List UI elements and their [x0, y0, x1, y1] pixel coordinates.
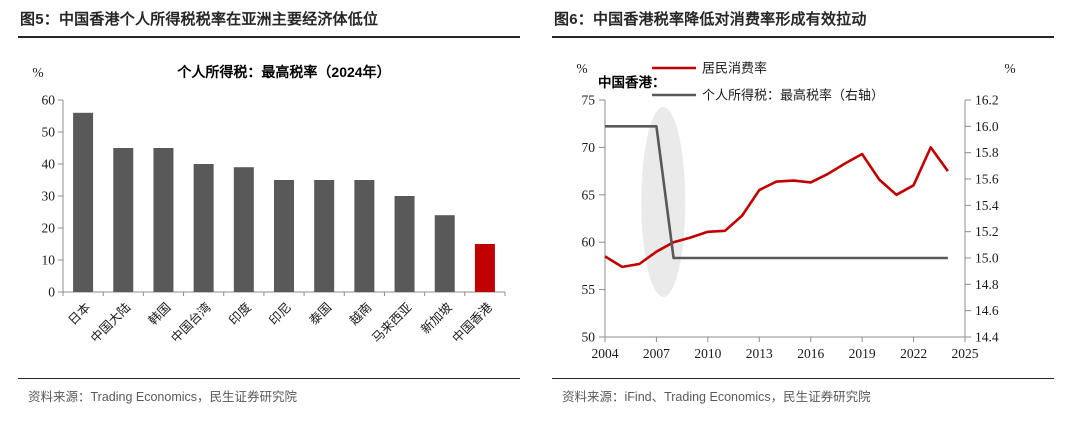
x-category-label: 越南: [346, 300, 374, 328]
right-y-tick-label: 14.8: [975, 277, 999, 292]
legend-label-1: 个人所得税：最高税率（右轴）: [702, 88, 884, 103]
right-y-tick-label: 16.2: [975, 93, 999, 108]
figure6-source: 资料来源：iFind、Trading Economics，民生证券研究院: [552, 378, 1054, 405]
x-tick-label: 2022: [900, 346, 927, 361]
bar-印尼: [274, 180, 294, 292]
bar-泰国: [314, 180, 335, 292]
x-category-label: 中国大陆: [87, 300, 133, 346]
x-category-label: 泰国: [307, 300, 335, 328]
y-tick-label: 50: [42, 125, 56, 140]
bar-中国台湾: [193, 164, 214, 292]
series-line-1: [605, 125, 948, 260]
left-y-tick-label: 50: [582, 330, 596, 345]
left-y-tick-label: 65: [582, 187, 596, 202]
bar-日本: [73, 112, 94, 292]
y-tick-label: 20: [42, 221, 56, 236]
legend-label-0: 居民消费率: [702, 61, 767, 76]
x-category-label: 日本: [66, 300, 94, 328]
highlight-ellipse: [641, 107, 686, 297]
x-category-label: 印尼: [267, 300, 295, 328]
right-y-tick-label: 14.6: [975, 303, 999, 318]
right-y-tick-label: 15.2: [975, 224, 999, 239]
x-tick-label: 2016: [797, 346, 824, 361]
annotation-label: 中国香港：: [598, 74, 666, 90]
bar-中国大陆: [113, 148, 134, 292]
y-axis-unit: %: [32, 65, 43, 80]
x-category-label: 新加坡: [418, 299, 455, 336]
figure6-panel: 图6：中国香港税率降低对消费率形成有效拉动 50 55 60 65 70 75 14.4 14…: [534, 0, 1067, 422]
right-y-tick-label: 15.6: [975, 172, 999, 187]
y-tick-label: 0: [48, 285, 55, 300]
x-category-label: 马来西亚: [369, 300, 414, 345]
right-y-tick-label: 15.0: [975, 251, 999, 266]
bar-马来西亚: [394, 196, 415, 292]
x-tick-label: 2013: [746, 346, 773, 361]
bar-新加坡: [434, 215, 455, 292]
figure5-panel: 图5：中国香港个人所得税税率在亚洲主要经济体低位 个人所得税：最高税率（2024…: [0, 0, 533, 422]
x-category-label: 中国台湾: [168, 300, 214, 346]
x-category-label: 中国香港: [449, 299, 495, 345]
x-tick-label: 2025: [952, 346, 979, 361]
figure6-title: 图6：中国香港税率降低对消费率形成有效拉动: [552, 8, 1054, 38]
right-y-tick-label: 16.0: [975, 119, 999, 134]
series-line-0: [604, 146, 949, 269]
y-tick-label: 30: [42, 189, 56, 204]
chart-title: 个人所得税：最高税率（2024年）: [176, 64, 390, 80]
left-y-tick-label: 75: [582, 93, 596, 108]
x-tick-label: 2010: [694, 346, 721, 361]
left-y-tick-label: 60: [582, 235, 596, 250]
bar-越南: [354, 180, 375, 292]
right-y-tick-label: 14.4: [975, 330, 999, 345]
x-tick-label: 2004: [592, 346, 619, 361]
left-y-tick-label: 70: [582, 140, 596, 155]
right-axis-unit: %: [1004, 61, 1015, 76]
x-tick-label: 2019: [849, 346, 876, 361]
figure5-title: 图5：中国香港个人所得税税率在亚洲主要经济体低位: [18, 8, 520, 38]
bar-韩国: [153, 148, 174, 292]
right-y-tick-label: 15.4: [975, 198, 999, 213]
y-tick-label: 40: [42, 157, 56, 172]
x-category-label: 韩国: [145, 300, 173, 328]
left-axis-unit: %: [576, 61, 587, 76]
bar-中国香港: [474, 244, 495, 292]
bar-印度: [233, 167, 254, 292]
y-tick-label: 60: [42, 93, 56, 108]
x-tick-label: 2007: [643, 346, 670, 361]
right-y-tick-label: 15.8: [975, 145, 999, 160]
figure5-source: 资料来源：Trading Economics，民生证券研究院: [18, 378, 520, 405]
figure6-line-chart: 50 55 60 65 70 75 14.4 14.6 14.8 15.0 15.2 15.4 15.6…: [576, 61, 1015, 362]
left-y-tick-label: 55: [582, 282, 596, 297]
y-tick-label: 10: [42, 253, 56, 268]
x-category-label: 印度: [226, 299, 255, 328]
